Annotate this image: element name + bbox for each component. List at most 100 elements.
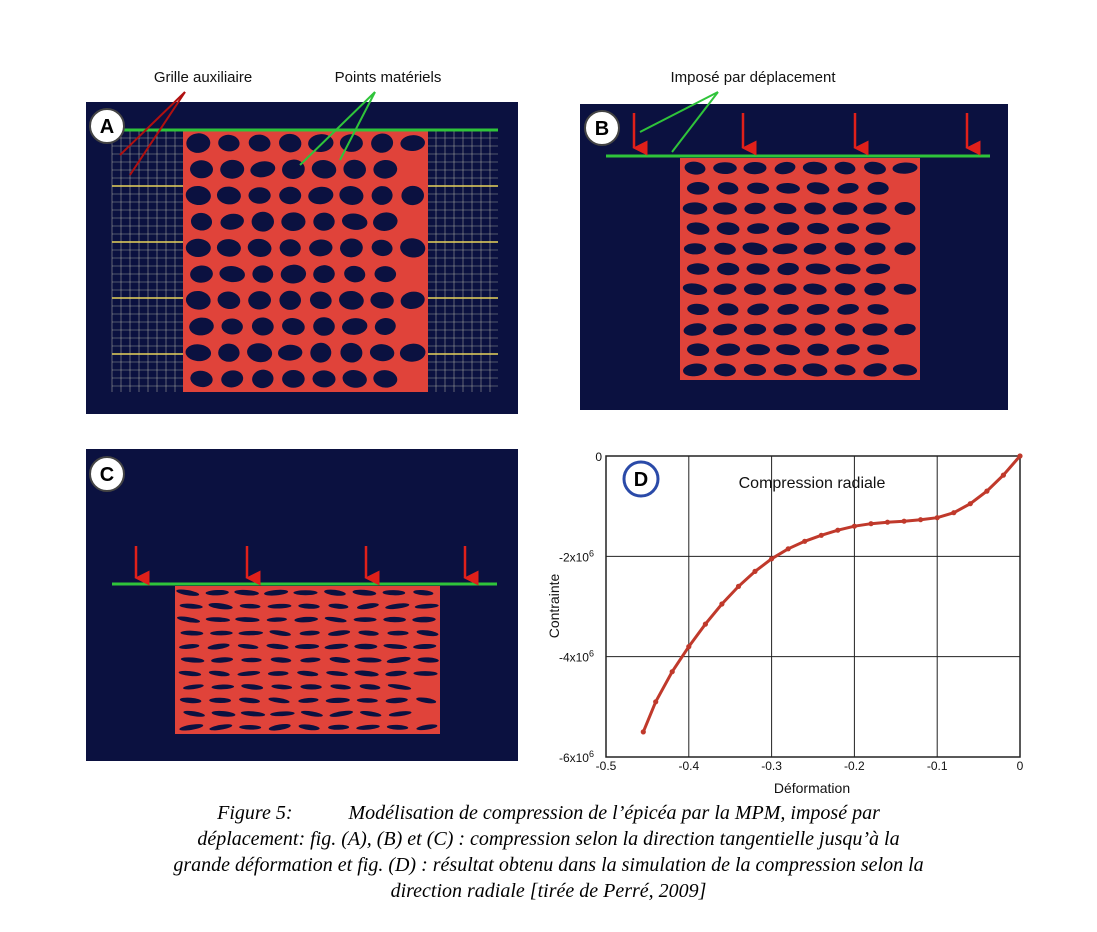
cell-lumen — [343, 159, 366, 179]
cell-lumen — [683, 323, 707, 336]
cell-lumen — [776, 222, 800, 235]
cell-lumen — [218, 343, 240, 362]
cell-lumen — [190, 265, 213, 283]
cell-lumen — [865, 222, 891, 235]
cell-lumen — [388, 711, 412, 717]
cell-lumen — [185, 238, 211, 258]
chart-grid — [606, 456, 1020, 757]
cell-lumen — [413, 589, 434, 596]
cell-lumen — [310, 342, 332, 363]
cell-lumen — [300, 657, 321, 663]
cell-lumen — [773, 202, 797, 215]
cell-lumen — [190, 160, 213, 179]
cell-lumen — [268, 697, 290, 704]
cell-lumen — [324, 589, 346, 596]
cell-lumen — [684, 161, 706, 175]
cell-lumen — [386, 724, 409, 730]
cell-lumen — [248, 291, 271, 310]
cell-lumen — [250, 161, 276, 178]
cell-lumen — [325, 697, 350, 704]
x-tick-label: -0.3 — [761, 759, 782, 773]
cell-lumen — [837, 304, 859, 315]
cell-lumen — [743, 161, 767, 175]
panel-d-label-badge — [622, 460, 660, 498]
cell-lumen — [279, 290, 301, 310]
data-point — [918, 517, 924, 523]
cell-lumen — [747, 182, 770, 194]
cell-lumen — [211, 710, 236, 717]
cell-lumen — [387, 684, 412, 690]
cell-lumen — [803, 243, 827, 255]
cell-lumen — [237, 670, 261, 677]
data-point — [818, 532, 824, 538]
cell-lumen — [383, 616, 406, 623]
cell-lumen — [773, 283, 797, 295]
cell-lumen — [687, 303, 709, 316]
cell-lumen — [864, 282, 886, 296]
cell-lumen — [342, 370, 367, 388]
cell-lumen — [416, 724, 438, 731]
cell-lumen — [308, 186, 334, 205]
cell-lumen — [777, 303, 799, 315]
cell-lumen — [356, 724, 380, 730]
cell-lumen — [746, 344, 770, 356]
cell-lumen — [248, 187, 271, 204]
cell-lumen — [385, 670, 407, 677]
cell-lumen — [328, 630, 351, 636]
cell-lumen — [211, 657, 234, 663]
cell-lumen — [221, 318, 243, 335]
cell-lumen — [207, 643, 230, 650]
cell-lumen — [280, 264, 307, 284]
imposed-displacement-pointer — [639, 91, 719, 133]
cell-lumen — [866, 263, 891, 275]
cell-lumen — [373, 212, 398, 231]
cell-lumen — [687, 343, 710, 357]
cell-lumen — [312, 370, 336, 388]
data-point — [752, 568, 758, 575]
cell-lumen — [892, 162, 918, 174]
panel-c-label-badge — [89, 456, 125, 492]
data-point — [653, 699, 659, 705]
cell-lumen — [279, 186, 302, 205]
y-tick-label: -6x106 — [559, 749, 594, 765]
cell-lumen — [209, 724, 233, 731]
material-points-label: Points matériels — [335, 69, 442, 86]
cell-lumen — [894, 323, 916, 336]
cell-lumen — [834, 161, 856, 175]
cell-lumen — [894, 242, 916, 256]
chart-title: Compression radiale — [739, 475, 886, 492]
cell-lumen — [342, 318, 368, 335]
cell-lumen — [747, 223, 770, 234]
cell-lumen — [190, 370, 213, 388]
cell-lumen — [835, 263, 861, 275]
cell-lumen — [806, 303, 830, 315]
cell-lumen — [743, 363, 767, 376]
cell-lumen — [373, 159, 398, 179]
cell-lumen — [413, 643, 437, 650]
cell-lumen — [298, 603, 320, 609]
data-point — [702, 621, 709, 627]
cell-lumen — [867, 304, 889, 315]
series-line — [641, 455, 1022, 733]
cell-lumen — [340, 342, 363, 363]
cell-lumen — [416, 630, 439, 637]
cell-lumen — [241, 684, 264, 690]
cell-lumen — [682, 283, 708, 296]
cell-lumen — [189, 317, 214, 336]
cell-lumen — [237, 643, 259, 650]
displacement-arrows — [134, 546, 479, 586]
cell-lumen — [247, 343, 273, 363]
cell-lumen — [417, 657, 439, 663]
panel-a-label-badge — [89, 108, 125, 144]
cell-lumen — [220, 213, 244, 230]
cell-lumen — [804, 323, 826, 336]
data-point — [719, 601, 725, 607]
cell-lumen — [401, 185, 424, 206]
cell-lumen — [179, 644, 200, 649]
cell-lumen — [328, 603, 349, 609]
cell-lumen — [387, 630, 409, 636]
cell-lumen — [893, 283, 917, 295]
panel-c-letter: C — [100, 464, 114, 486]
cell-lumen — [743, 323, 767, 336]
cell-lumen — [774, 161, 796, 175]
